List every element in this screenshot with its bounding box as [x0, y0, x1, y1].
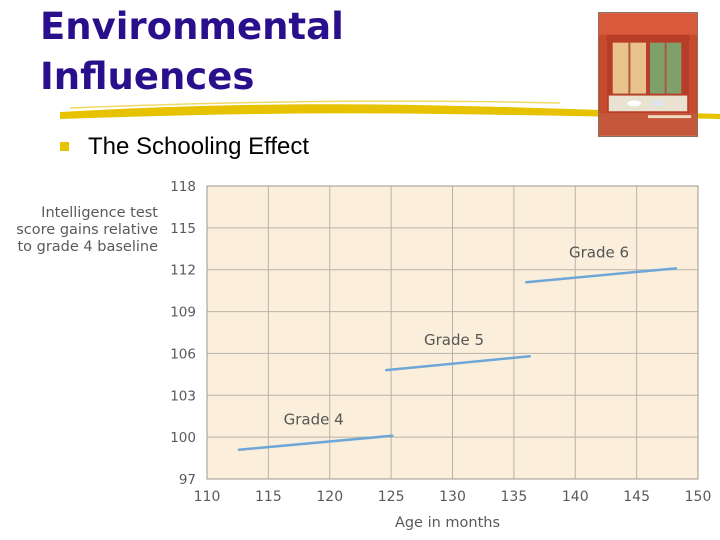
schooling-effect-chart: 110 115 120 125 130 135 140 145 150 97 100 103 106 10…	[16, 179, 712, 531]
series-label: Grade 6	[569, 243, 629, 261]
y-tick-label: 103	[170, 388, 196, 404]
x-tick-label: 115	[255, 489, 282, 505]
x-tick-label: 120	[316, 489, 343, 505]
y-tick-label: 112	[170, 263, 196, 279]
title-line-2: Influences	[40, 55, 255, 98]
y-axis-label: Intelligence test score gains relative to …	[16, 205, 158, 255]
y-axis-label-line: Intelligence test	[41, 205, 158, 221]
slide-title: Environmental Influences	[40, 2, 344, 102]
x-tick-label: 125	[378, 489, 405, 505]
bullet-text: The Schooling Effect	[88, 133, 310, 160]
x-tick-label: 150	[685, 489, 712, 505]
title-underline	[60, 100, 720, 119]
book-cover-image	[598, 12, 698, 137]
plot-frame	[206, 185, 699, 480]
title-line-1: Environmental	[40, 5, 344, 48]
x-tick-label: 145	[623, 489, 650, 505]
x-tick-label: 110	[194, 489, 221, 505]
x-tick-label: 130	[439, 489, 466, 505]
series-label: Grade 4	[284, 411, 344, 429]
y-axis-label-line: to grade 4 baseline	[17, 239, 158, 255]
y-tick-label: 97	[179, 472, 196, 488]
series-line	[524, 267, 678, 284]
y-tick-label: 115	[170, 221, 196, 237]
x-tick-label: 135	[501, 489, 528, 505]
y-tick-label: 106	[170, 346, 196, 362]
bullet-square-icon	[60, 142, 69, 151]
series-line	[384, 354, 532, 372]
x-axis-label: Age in months	[395, 515, 500, 531]
y-axis-label-line: score gains relative	[16, 222, 158, 238]
series-label: Grade 5	[424, 331, 484, 349]
x-tick-label: 140	[562, 489, 589, 505]
y-tick-label: 100	[170, 430, 196, 446]
y-tick-label: 118	[170, 179, 196, 195]
series-line	[237, 434, 394, 451]
y-tick-label: 109	[170, 305, 196, 321]
